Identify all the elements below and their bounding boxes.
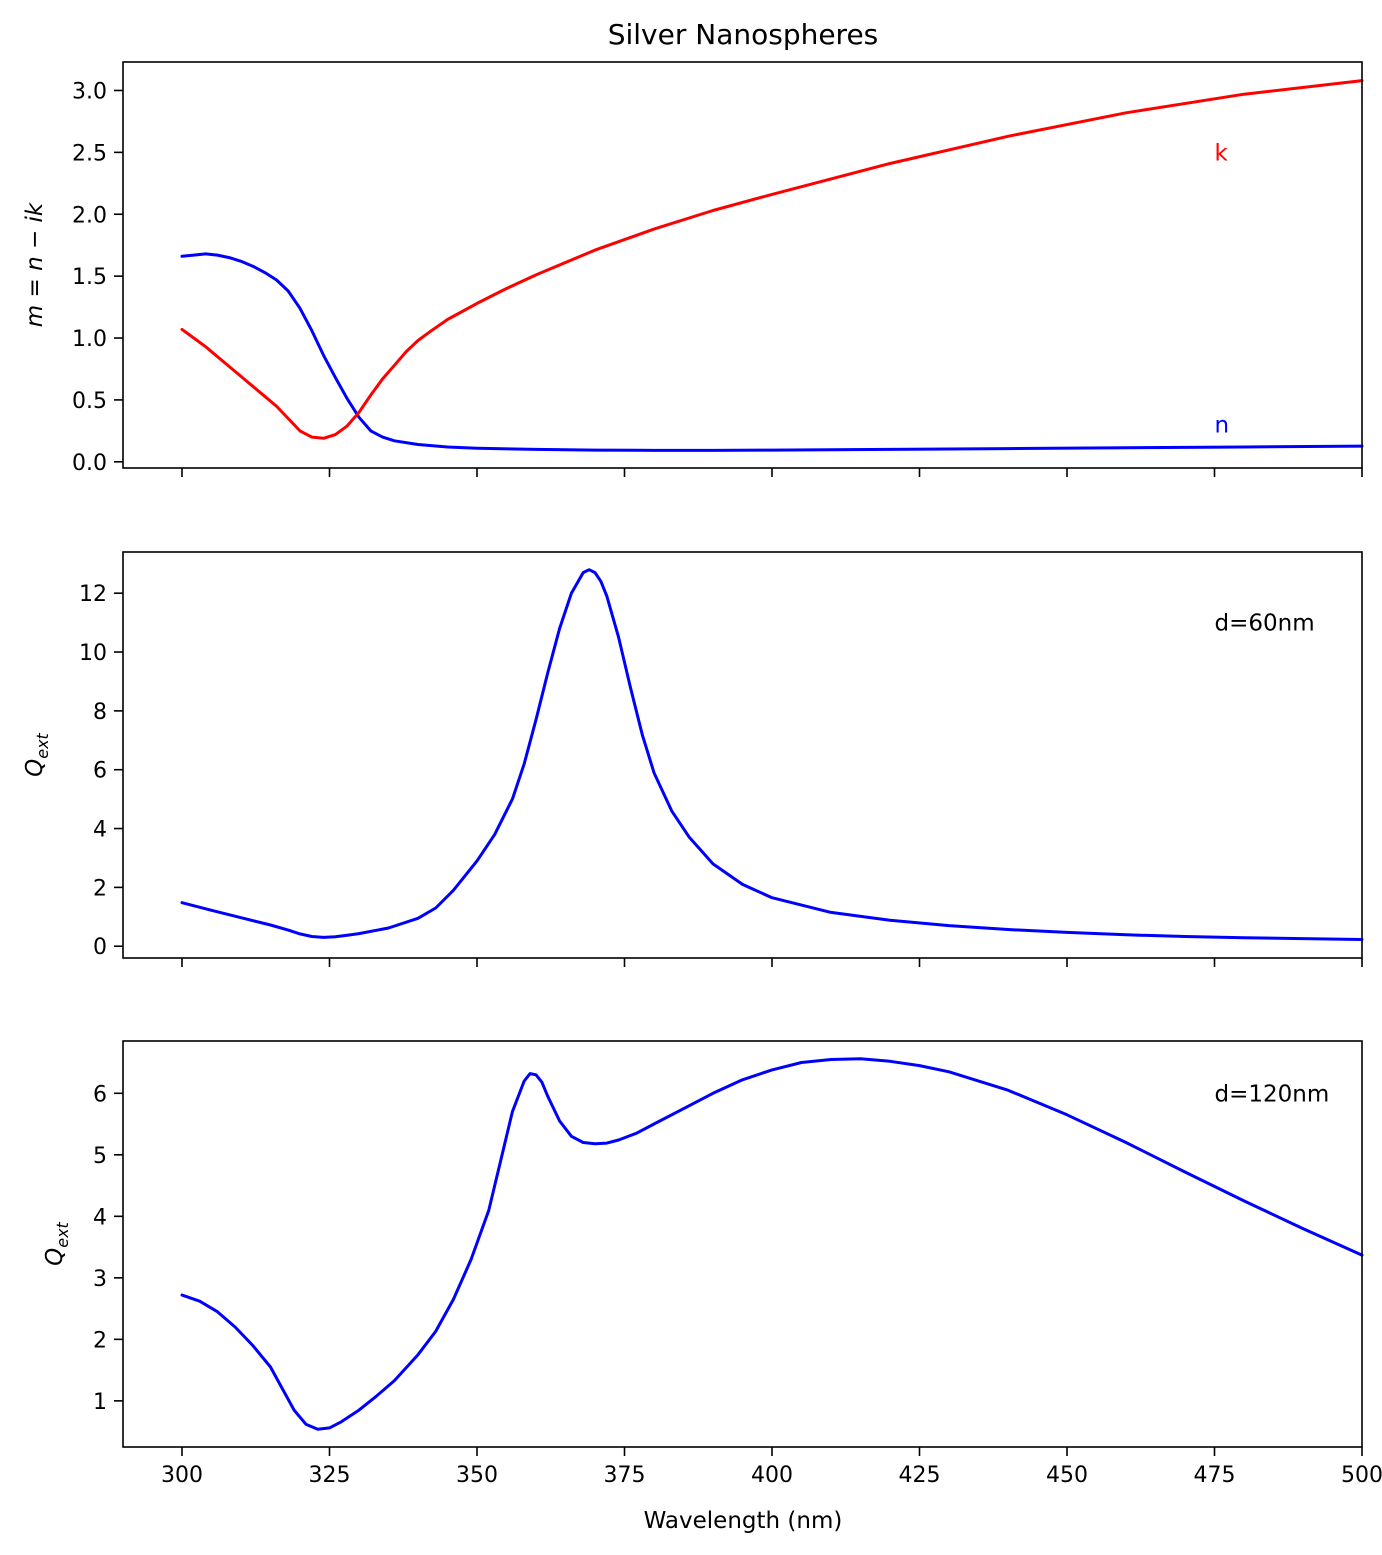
y-axis-label: m = n − ik [22, 201, 48, 327]
y-tick-label: 2 [93, 876, 107, 901]
x-tick-label: 500 [1341, 1463, 1382, 1488]
series-line-1 [180, 79, 1364, 440]
y-tick-label: 10 [79, 641, 107, 666]
figure-title: Silver Nanospheres [608, 18, 879, 51]
y-tick-label: 1 [93, 1390, 107, 1415]
y-tick-label: 1.5 [72, 265, 107, 290]
series-line-0 [180, 1057, 1364, 1431]
panel-qext-60nm: 0 2 4 6 8 10 12 Qext d=60nm [22, 551, 1364, 967]
annotation-label: d=60nm [1215, 611, 1315, 637]
y-axis-label: Qext [42, 1221, 72, 1265]
y-tick-label: 4 [93, 1205, 107, 1230]
y-tick-label: 12 [79, 582, 107, 607]
annotation-label: k [1215, 140, 1229, 166]
y-tick-label: 2 [93, 1328, 107, 1353]
y-tick-label: 6 [93, 1082, 107, 1107]
x-tick-label: 300 [161, 1463, 203, 1488]
y-tick-label: 5 [93, 1144, 107, 1169]
series-line-0 [180, 252, 1364, 452]
x-tick-label: 325 [309, 1463, 351, 1488]
x-tick-label: 375 [604, 1463, 646, 1488]
y-tick-label: 2.5 [72, 141, 107, 166]
plot-frame [122, 61, 1363, 469]
plot-frame [122, 1040, 1363, 1448]
y-tick-label: 0 [93, 935, 107, 960]
x-axis-label: Wavelength (nm) [644, 1508, 843, 1534]
y-tick-label: 6 [93, 759, 107, 784]
y-tick-label: 0.5 [72, 389, 107, 414]
y-tick-label: 8 [93, 700, 107, 725]
panel-qext-120nm: 300 325 350 375 400 425 450 475 500 1 2 3 4 5 6 Qext d=1… [42, 1040, 1382, 1488]
y-tick-label: 3.0 [72, 79, 107, 104]
y-axis-label: Qext [22, 732, 52, 776]
panel-refractive-index: 0.0 0.5 1.0 1.5 2.0 2.5 3.0 m = n − ik k n [22, 61, 1364, 477]
annotation-label: n [1215, 413, 1230, 439]
y-tick-label: 1.0 [72, 327, 107, 352]
y-tick-label: 2.0 [72, 203, 107, 228]
series-line-0 [180, 568, 1364, 941]
x-tick-label: 350 [456, 1463, 498, 1488]
y-tick-label: 4 [93, 818, 107, 843]
x-tick-label: 450 [1046, 1463, 1088, 1488]
x-tick-label: 475 [1194, 1463, 1236, 1488]
annotation-label: d=120nm [1215, 1081, 1330, 1107]
y-tick-label: 0.0 [72, 451, 107, 476]
x-tick-label: 400 [751, 1463, 793, 1488]
plot-frame [122, 551, 1363, 959]
y-tick-label: 3 [93, 1267, 107, 1292]
x-tick-label: 425 [899, 1463, 941, 1488]
